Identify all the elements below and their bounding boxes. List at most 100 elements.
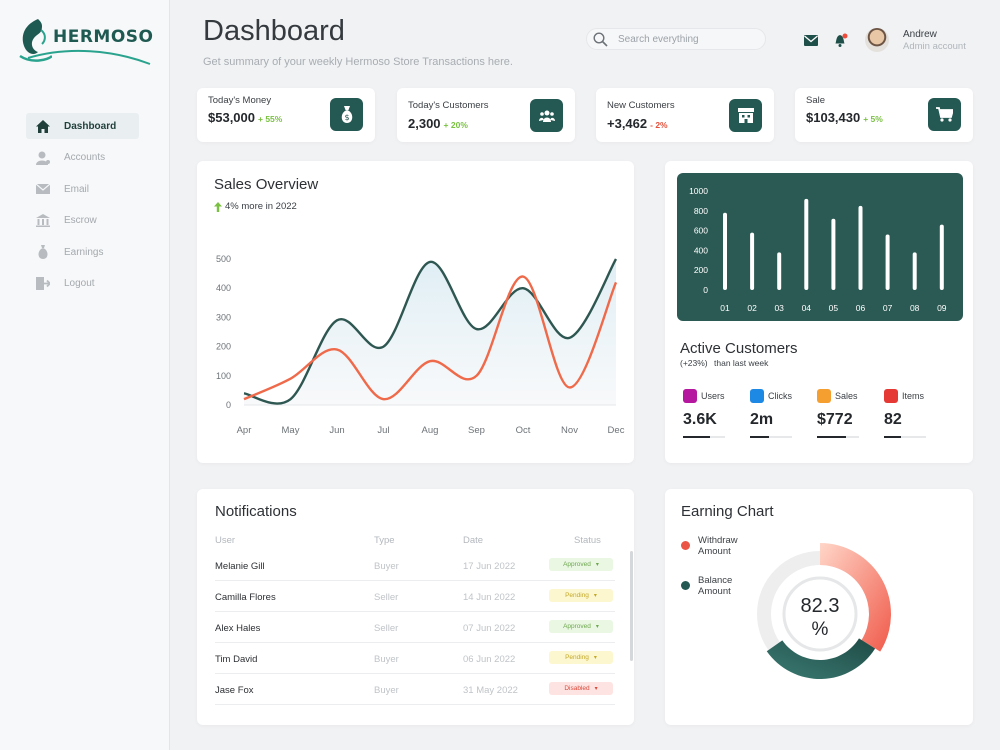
money-bag-icon — [35, 245, 51, 259]
sidebar-item-accounts[interactable]: Accounts — [26, 145, 139, 171]
legend-label-withdraw: Withdraw Amount — [698, 535, 738, 557]
bar — [831, 218, 836, 290]
chevron-down-icon: ▾ — [593, 593, 597, 599]
sidebar-item-earnings[interactable]: Earnings — [26, 239, 139, 265]
home-icon — [35, 119, 51, 133]
legend-item-withdraw: Withdraw Amount — [681, 535, 738, 557]
cell-user: Tim David — [215, 654, 258, 665]
legend-dot-balance — [681, 581, 690, 590]
cell-type: Buyer — [374, 685, 399, 696]
x-tick-label: 05 — [829, 303, 839, 313]
brand-name: HERMOSO — [53, 27, 154, 47]
bell-icon[interactable] — [834, 33, 848, 48]
stat-change: + 5% — [863, 114, 883, 124]
table-row[interactable]: Jase Fox Buyer 31 May 2022 Disabled ▾ — [215, 674, 615, 705]
mail-icon — [35, 182, 51, 196]
table-row[interactable]: Melanie Gill Buyer 17 Jun 2022 Approved ▾ — [215, 550, 615, 581]
bar — [750, 232, 755, 290]
cell-date: 17 Jun 2022 — [463, 561, 516, 572]
legend-item-balance: Balance Amount — [681, 575, 738, 597]
sales-overview-title: Sales Overview — [214, 176, 319, 193]
status-badge[interactable]: Approved ▾ — [549, 620, 613, 633]
bar — [885, 234, 890, 290]
cell-type: Buyer — [374, 654, 399, 665]
stat-value: $103,430 + 5% — [806, 110, 883, 125]
x-tick-label: Aug — [422, 425, 439, 436]
y-tick-label: 400 — [216, 283, 231, 293]
user-name: Andrew — [903, 29, 937, 40]
x-tick-label: Nov — [561, 425, 578, 436]
table-row[interactable]: Tim David Buyer 06 Jun 2022 Pending ▾ — [215, 643, 615, 674]
store-icon — [729, 99, 762, 132]
active-customers-subtitle: (+23%) than last week — [680, 358, 768, 368]
metric-label: Users — [701, 391, 725, 401]
metric-items[interactable]: Items 82 — [884, 389, 944, 441]
cell-user: Melanie Gill — [215, 561, 265, 572]
user-role: Admin account — [903, 41, 966, 52]
mail-icon[interactable] — [804, 35, 818, 46]
sidebar-item-label: Escrow — [64, 215, 97, 226]
cell-date: 06 Jun 2022 — [463, 654, 516, 665]
stat-card-new-customers[interactable]: New Customers +3,462- 2% — [596, 88, 774, 142]
notifications-scrollbar[interactable] — [630, 551, 633, 661]
main-content: Dashboard Get summary of your weekly Her… — [170, 0, 1000, 750]
search-input[interactable]: Search everything — [586, 28, 766, 50]
user-icon — [35, 151, 51, 165]
sales-overview-card: Sales Overview 4% more in 2022 0 100 200 30… — [197, 161, 634, 463]
metric-value: 82 — [884, 411, 902, 428]
x-tick-label: 09 — [937, 303, 947, 313]
y-tick-label: 200 — [216, 342, 231, 352]
metric-progress-track — [817, 436, 859, 438]
earning-chart-title: Earning Chart — [681, 503, 774, 520]
metric-sales[interactable]: Sales $772 — [817, 389, 877, 441]
avatar[interactable] — [865, 28, 889, 52]
stat-card-todays-customers[interactable]: Today's Customers 2,300 + 20% — [397, 88, 575, 142]
sidebar: HERMOSO Dashboard Accounts Email Escrow … — [0, 0, 170, 750]
metric-clicks[interactable]: Clicks 2m — [750, 389, 810, 441]
stat-card-sale[interactable]: Sale $103,430 + 5% — [795, 88, 973, 142]
x-tick-label: 02 — [747, 303, 757, 313]
metric-value: 2m — [750, 411, 774, 428]
stat-change: + 20% — [443, 120, 468, 130]
x-tick-label: Sep — [468, 425, 485, 436]
stat-label: Today's Money — [208, 95, 272, 106]
stat-label: New Customers — [607, 100, 675, 111]
status-badge[interactable]: Disabled ▾ — [549, 682, 613, 695]
stat-label: Today's Customers — [408, 100, 489, 111]
metric-progress-fill — [750, 436, 769, 438]
table-row[interactable]: Camilla Flores Seller 14 Jun 2022 Pendin… — [215, 581, 615, 612]
status-badge[interactable]: Pending ▾ — [549, 589, 613, 602]
sidebar-item-label: Earnings — [64, 246, 104, 258]
metric-label: Items — [902, 391, 925, 401]
users-icon — [683, 389, 697, 403]
status-badge[interactable]: Pending ▾ — [549, 651, 613, 664]
notifications-card: Notifications User Type Date Status Mela… — [197, 489, 634, 725]
sidebar-nav: Dashboard Accounts Email Escrow Earnings… — [26, 113, 139, 302]
metric-value: $772 — [817, 411, 853, 428]
metric-value: 3.6K — [683, 411, 717, 428]
logout-icon — [35, 277, 51, 291]
y-tick-label: 600 — [694, 226, 708, 236]
donut-segment-balance — [766, 638, 876, 679]
bar — [939, 224, 944, 290]
cell-date: 14 Jun 2022 — [463, 592, 516, 603]
stat-card-todays-money[interactable]: Today's Money $53,000 + 55% $ — [197, 88, 375, 142]
bar — [777, 252, 782, 290]
metric-progress-fill — [817, 436, 847, 438]
metric-progress-track — [884, 436, 926, 438]
status-badge[interactable]: Approved ▾ — [549, 558, 613, 571]
stat-value: 2,300 + 20% — [408, 116, 468, 131]
cell-type: Buyer — [374, 561, 399, 572]
column-header-date: Date — [463, 535, 484, 546]
table-row[interactable]: Alex Hales Seller 07 Jun 2022 Approved ▾ — [215, 612, 615, 643]
sales-overview-note: 4% more in 2022 — [214, 201, 297, 212]
sidebar-item-dashboard[interactable]: Dashboard — [26, 113, 139, 139]
sidebar-item-email[interactable]: Email — [26, 176, 139, 202]
column-header-type: Type — [374, 535, 395, 546]
brand-logo[interactable]: HERMOSO — [18, 16, 153, 66]
sidebar-item-escrow[interactable]: Escrow — [26, 208, 139, 234]
x-tick-label: Apr — [237, 425, 252, 436]
metric-users[interactable]: Users 3.6K — [683, 389, 743, 441]
sidebar-item-logout[interactable]: Logout — [26, 271, 139, 297]
metric-header: Clicks — [750, 389, 810, 403]
